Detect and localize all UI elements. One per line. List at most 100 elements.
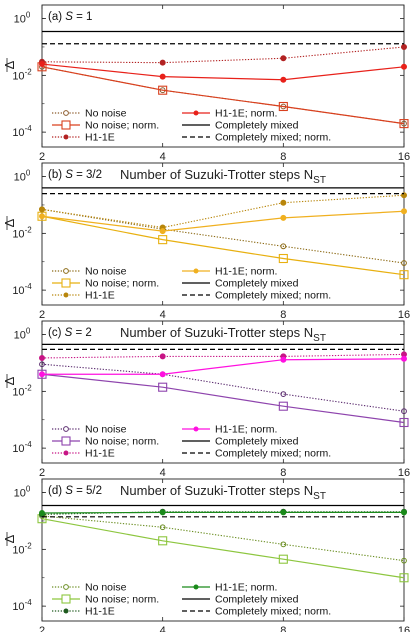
x-axis-label: Number of Suzuki-Trotter steps NST (120, 483, 326, 502)
legend-marker (63, 268, 69, 274)
data-point (280, 76, 287, 83)
legend-marker (61, 594, 71, 604)
y-tick-label: 10-2 (12, 67, 32, 82)
panel-label-prefix: (b) (48, 169, 65, 181)
legend-label: H1-1E (85, 606, 115, 618)
panel-label-value: = 5/2 (73, 485, 102, 497)
legend-entry: H1-1E; norm. (182, 108, 277, 120)
legend-label: H1-1E (85, 448, 115, 460)
data-point (401, 260, 407, 266)
series-line (41, 518, 405, 579)
legend-marker (63, 450, 69, 456)
y-axis-label: Δ (2, 534, 17, 543)
y-axis-label: Δ (2, 60, 17, 69)
x-axis-label-main: Number of Suzuki-Trotter steps N (120, 325, 313, 340)
data-point (39, 61, 45, 68)
y-tick-exponent: -2 (25, 225, 33, 234)
legend-label: No noise (85, 424, 127, 436)
data-point (280, 214, 287, 221)
legend-label: No noise; norm. (85, 594, 159, 606)
legend-entry: No noise (52, 424, 127, 436)
legend-label: No noise; norm. (85, 120, 159, 132)
x-tick-label: 8 (280, 309, 286, 321)
legend-entry: Completely mixed; norm. (182, 132, 331, 144)
y-tick-label: 10-4 (12, 282, 32, 297)
legend-label: H1-1E (85, 132, 115, 144)
x-axis-label-main: Number of Suzuki-Trotter steps N (120, 483, 313, 498)
y-tick-base: 10 (12, 443, 24, 455)
y-tick-exponent: -4 (25, 124, 33, 133)
legend-marker (63, 110, 69, 116)
legend-label: Completely mixed (215, 120, 299, 132)
legend-entry: No noise (52, 266, 127, 278)
data-point (280, 541, 287, 548)
legend-marker (193, 268, 199, 274)
plot-frame (41, 4, 405, 148)
data-point (158, 235, 168, 245)
data-point (401, 43, 407, 50)
data-point (39, 510, 45, 517)
data-point (401, 557, 407, 564)
x-tick-label: 8 (280, 151, 286, 163)
legend-label: H1-1E; norm. (215, 582, 277, 594)
x-tick-label: 2 (39, 625, 45, 632)
legend-label: H1-1E (85, 290, 115, 302)
legend-marker (61, 120, 71, 130)
x-tick-label: 16 (398, 151, 410, 163)
data-point (158, 85, 168, 95)
data-point (39, 213, 45, 220)
y-tick-label: 100 (14, 11, 31, 26)
series-line (41, 194, 405, 229)
panel-label-prefix: (d) (48, 485, 65, 497)
panel-label-prefix: (c) (48, 327, 65, 339)
data-point (159, 371, 166, 378)
plot-frame (41, 162, 405, 306)
legend-entry: No noise; norm. (52, 278, 159, 290)
series-line (41, 511, 404, 515)
legend-entry: H1-1E (52, 606, 115, 618)
panel-label: (b) S = 3/2 (48, 169, 102, 181)
series-1 (39, 206, 407, 266)
data-point (278, 554, 288, 564)
y-tick-exponent: 0 (26, 327, 31, 336)
legend-entry: No noise (52, 582, 127, 594)
y-tick-exponent: -4 (25, 598, 33, 607)
panel-label-variable: S (65, 169, 73, 181)
data-point (399, 119, 409, 129)
series-line (41, 511, 404, 514)
series-line (41, 373, 405, 424)
data-point (280, 391, 287, 398)
data-point (159, 353, 166, 360)
panel-label: (a) S = 1 (48, 11, 92, 23)
data-point (39, 371, 45, 378)
series-line (41, 353, 405, 359)
data-point (401, 509, 407, 516)
legend-entry: H1-1E (52, 448, 115, 460)
y-tick-base: 10 (14, 172, 26, 184)
y-tick-base: 10 (14, 330, 26, 342)
data-point (159, 228, 166, 235)
data-point (159, 524, 166, 531)
plot-frame (41, 320, 405, 464)
series-line (41, 46, 405, 64)
data-point (401, 408, 407, 415)
y-tick-exponent: -2 (25, 383, 33, 392)
panel-label-prefix: (a) (48, 11, 65, 23)
panel-label-variable: S (65, 327, 73, 339)
data-point (401, 208, 407, 215)
legend-label: Completely mixed; norm. (215, 448, 331, 460)
y-tick-label: 10-4 (12, 598, 32, 613)
panel-label-value: = 3/2 (73, 169, 102, 181)
x-axis-label: Number of Suzuki-Trotter steps NST (120, 325, 326, 344)
y-tick-label: 10-2 (12, 383, 32, 398)
data-point (159, 59, 166, 66)
x-axis-label: Number of Suzuki-Trotter steps NST (120, 167, 326, 186)
x-axis-label-main: Number of Suzuki-Trotter steps N (120, 167, 313, 182)
x-axis-label-subscript: ST (313, 175, 326, 186)
x-tick-label: 8 (280, 467, 286, 479)
legend-label: Completely mixed (215, 436, 299, 448)
legend-label: No noise (85, 108, 127, 120)
data-point (159, 509, 166, 516)
